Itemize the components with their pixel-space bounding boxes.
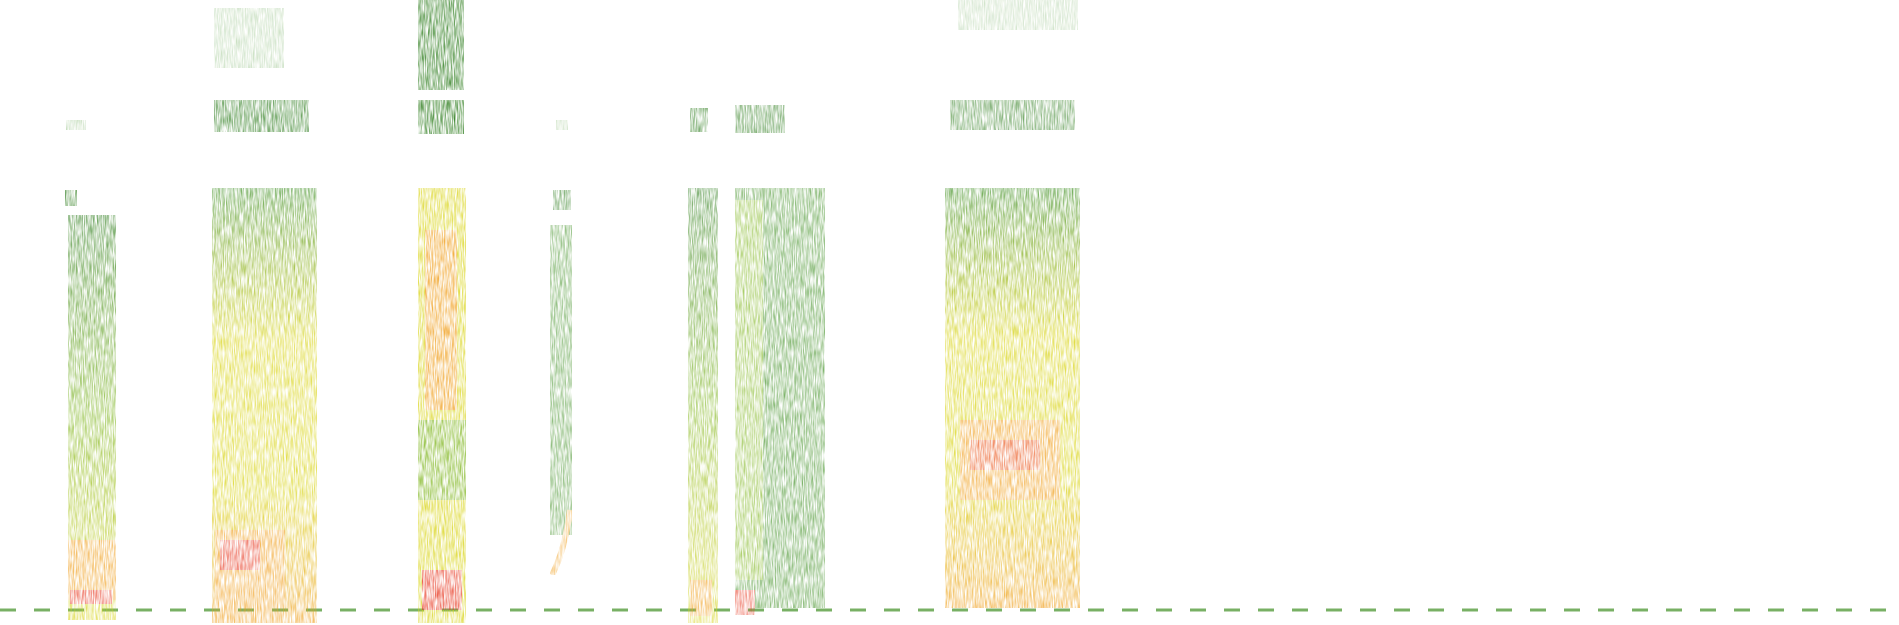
call-4 — [550, 120, 572, 575]
call-7 — [945, 0, 1080, 608]
call-1 — [65, 120, 116, 620]
call-3 — [418, 0, 466, 623]
call-6 — [735, 105, 825, 615]
call-2 — [212, 8, 317, 623]
call-5 — [688, 108, 718, 623]
